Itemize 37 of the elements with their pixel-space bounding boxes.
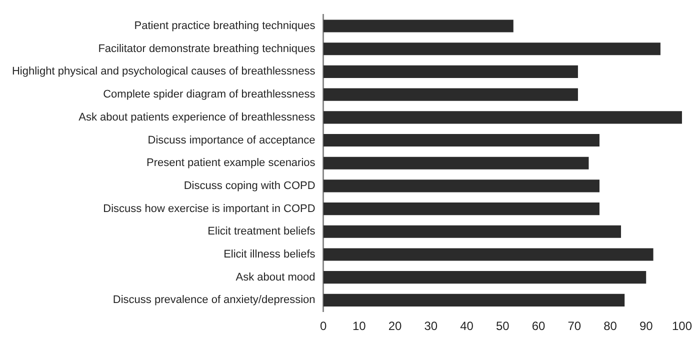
x-tick-label: 10 — [352, 319, 366, 334]
bar — [323, 42, 660, 56]
y-tick-label: Complete spider diagram of breathlessness — [103, 88, 316, 101]
bar — [323, 111, 682, 124]
y-tick-label: Patient practice breathing techniques — [134, 20, 316, 32]
y-tick-label: Highlight physical and psychological causes of breathlessness — [12, 66, 316, 78]
y-tick-label: Facilitator demonstrate breathing techniques — [98, 42, 316, 55]
x-tick-label: 40 — [460, 319, 474, 334]
y-tick-label: Elicit treatment beliefs — [208, 226, 316, 238]
y-tick-label: Discuss importance of acceptance — [148, 134, 316, 146]
x-tick-label: 70 — [568, 319, 582, 334]
bar — [323, 65, 578, 78]
bar — [323, 294, 625, 306]
y-tick-label: Elicit illness beliefs — [224, 248, 316, 261]
bar — [323, 134, 600, 147]
x-tick-label: 0 — [320, 319, 327, 334]
y-tick-label: Ask about mood — [236, 271, 316, 284]
x-tick-label: 30 — [424, 319, 438, 334]
bar — [323, 202, 600, 216]
bar — [323, 156, 589, 170]
y-tick-label: Discuss coping with COPD — [184, 180, 316, 192]
x-tick-label: 60 — [532, 319, 546, 334]
x-tick-label: 80 — [604, 319, 618, 334]
bar — [323, 225, 622, 238]
y-tick-label: Discuss prevalence of anxiety/depression — [112, 294, 316, 306]
y-tick-label: Discuss how exercise is important in COPD — [103, 202, 316, 215]
x-tick-label: 50 — [496, 319, 510, 334]
x-tick-label: 100 — [672, 319, 692, 334]
bar — [323, 88, 578, 101]
x-tick-label: 20 — [388, 319, 402, 334]
y-tick-label: Ask about patients experience of breathlessness — [78, 111, 316, 124]
bar — [323, 180, 600, 192]
bar — [323, 248, 654, 261]
bar — [323, 20, 514, 32]
bar — [323, 271, 646, 284]
x-tick-label: 90 — [639, 319, 654, 334]
y-tick-label: Present patient example scenarios — [146, 157, 316, 170]
